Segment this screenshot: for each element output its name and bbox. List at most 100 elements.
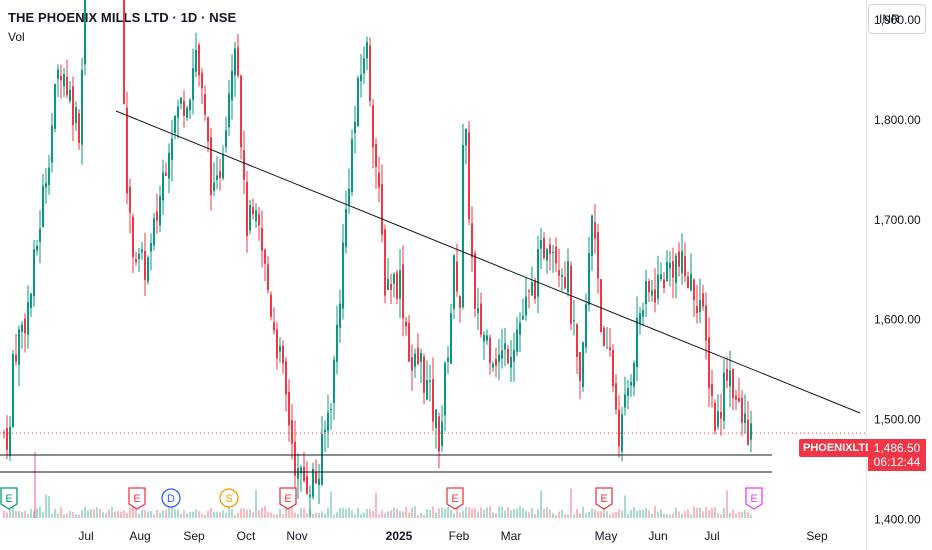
split-icon <box>219 488 239 508</box>
volume-bar <box>693 506 695 518</box>
event-marker-E[interactable]: E <box>595 487 613 510</box>
candle-body <box>39 228 41 243</box>
candle-body <box>678 251 680 267</box>
candle-body <box>747 419 749 445</box>
candle-body <box>531 282 533 296</box>
candle-body <box>135 259 137 263</box>
candle-body <box>432 379 434 422</box>
candle-body <box>219 171 221 178</box>
candle-body <box>66 77 68 96</box>
candle-body <box>714 402 716 431</box>
candle-body <box>306 476 308 495</box>
candle-body <box>624 394 626 408</box>
candle-body <box>417 347 419 364</box>
volume-bar <box>498 506 500 518</box>
event-marker-S[interactable]: S <box>219 488 239 508</box>
volume-bar <box>372 511 374 518</box>
volume-bar <box>444 508 446 518</box>
volume-bar <box>66 513 68 518</box>
candle-body <box>480 303 482 335</box>
volume-bar <box>642 509 644 518</box>
volume-bar <box>348 507 350 518</box>
symbol-title[interactable]: THE PHOENIX MILLS LTD · 1D · NSE <box>8 10 237 25</box>
candle-body <box>726 368 728 381</box>
candle-body <box>174 115 176 133</box>
event-marker-E[interactable]: E <box>745 487 763 510</box>
candle-body <box>690 273 692 291</box>
volume-bar <box>33 511 35 518</box>
candle-body <box>402 264 404 319</box>
volume-bar <box>699 507 701 518</box>
volume-bar <box>117 510 119 518</box>
volume-bar <box>609 514 611 518</box>
volume-bar <box>696 507 698 518</box>
candle-body <box>261 228 263 251</box>
volume-bar <box>474 507 476 518</box>
volume-bar <box>330 491 332 518</box>
volume-bar <box>318 513 320 518</box>
candle-body <box>273 322 275 331</box>
candle-body <box>237 47 239 76</box>
volume-bar <box>492 512 494 518</box>
volume-bar <box>156 510 158 518</box>
x-tick-label: May <box>595 529 618 543</box>
volume-bar <box>465 506 467 518</box>
candle-body <box>231 70 233 101</box>
y-tick-label: 1,900.00 <box>874 13 921 27</box>
candle-body <box>132 216 134 258</box>
currency-button[interactable]: INR <box>868 4 926 34</box>
candle-body <box>492 364 494 368</box>
candle-body <box>327 412 329 431</box>
candle-body <box>651 290 653 296</box>
volume-bar <box>96 507 98 518</box>
candle-body <box>384 229 386 296</box>
volume-bar <box>327 507 329 518</box>
x-tick-label: 2025 <box>386 529 413 543</box>
volume-bar <box>30 508 32 518</box>
volume-bar <box>582 506 584 518</box>
candle-body <box>717 411 719 427</box>
volume-legend[interactable]: Vol <box>8 30 25 44</box>
volume-bar <box>702 511 704 518</box>
volume-bar <box>333 514 335 518</box>
candle-body <box>270 294 272 317</box>
volume-bar <box>339 508 341 518</box>
candle-body <box>396 272 398 299</box>
volume-bar <box>138 513 140 518</box>
event-marker-E[interactable]: E <box>279 487 297 510</box>
volume-bar <box>360 514 362 518</box>
volume-bar <box>240 508 242 518</box>
volume-bar <box>306 513 308 518</box>
volume-bar <box>315 512 317 518</box>
symbol-price-badge: PHOENIXLTD <box>799 439 878 457</box>
price-axis: 1,400.00 1,500.00 1,600.00 1,700.00 1,800.00… <box>874 13 921 527</box>
volume-bar <box>144 510 146 518</box>
volume-bar <box>483 509 485 518</box>
volume-bar <box>723 507 725 518</box>
event-marker-E[interactable]: E <box>446 487 464 510</box>
candle-body <box>150 243 152 252</box>
event-marker-E[interactable]: E <box>0 487 18 510</box>
event-marker-E[interactable]: E <box>128 487 146 510</box>
volume-bar <box>105 513 107 518</box>
bar-countdown: 06:12:44 <box>873 455 921 469</box>
candle-body <box>372 105 374 148</box>
volume-bar <box>288 506 290 518</box>
volume-bar <box>234 514 236 518</box>
candle-body <box>393 274 395 284</box>
volume-bar <box>129 507 131 518</box>
candle-body <box>444 362 446 416</box>
volume-bar <box>630 509 632 518</box>
volume-bar <box>486 507 488 518</box>
volume-bar <box>675 507 677 518</box>
earnings-icon <box>446 487 464 510</box>
candle-body <box>513 349 515 362</box>
volume-bar <box>69 510 71 518</box>
candle-body <box>648 281 650 293</box>
event-marker-D[interactable]: D <box>161 488 181 508</box>
candle-body <box>159 196 161 226</box>
volume-bar <box>726 490 728 518</box>
volume-bar <box>510 510 512 518</box>
volume-bar <box>141 509 143 518</box>
